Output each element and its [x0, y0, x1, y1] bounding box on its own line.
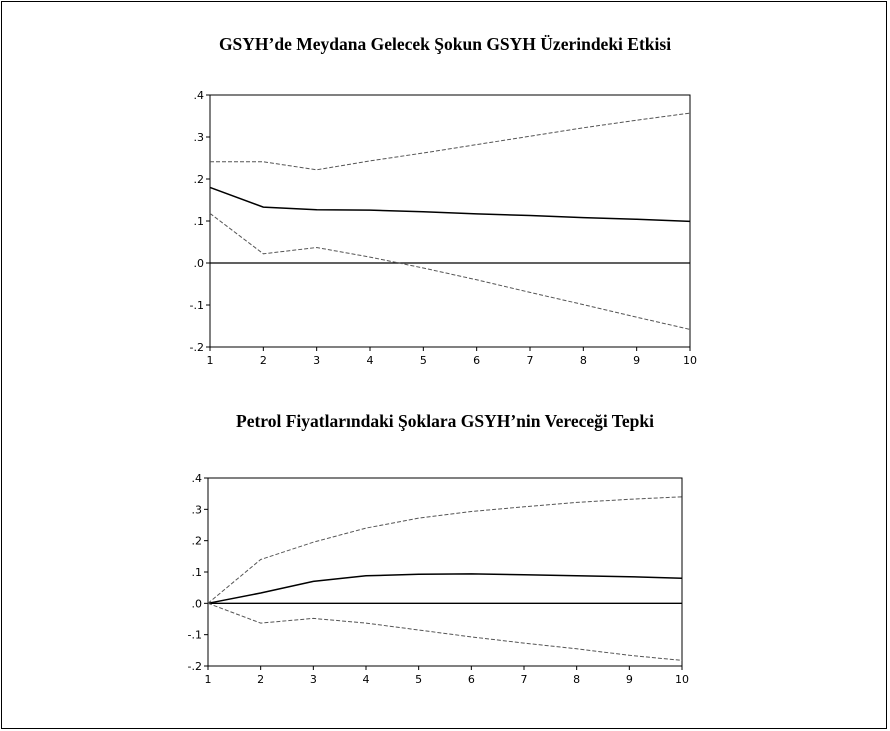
y-tick-label: .2	[194, 173, 205, 186]
x-tick-label: 8	[580, 354, 587, 367]
y-tick-label: -.1	[188, 629, 202, 642]
y-tick-label: .0	[194, 257, 205, 270]
upper-band-line	[210, 112, 691, 171]
x-tick-label: 1	[205, 673, 212, 686]
x-tick-label: 2	[260, 354, 267, 367]
y-tick-label: .1	[192, 566, 203, 579]
lower-band-line	[209, 213, 691, 330]
x-tick-label: 3	[310, 673, 317, 686]
y-tick-label: -.2	[188, 660, 202, 673]
x-tick-label: 5	[420, 354, 427, 367]
x-tick-label: 10	[675, 673, 689, 686]
x-tick-label: 1	[207, 354, 214, 367]
x-tick-label: 6	[468, 673, 475, 686]
y-tick-label: -.1	[190, 299, 204, 312]
x-tick-label: 3	[313, 354, 320, 367]
x-tick-label: 7	[527, 354, 534, 367]
y-tick-label: .3	[192, 503, 203, 516]
x-tick-label: 5	[415, 673, 422, 686]
y-tick-label: .2	[192, 535, 203, 548]
plot-area-frame	[207, 477, 683, 667]
x-tick-label: 7	[521, 673, 528, 686]
x-tick-label: 10	[683, 354, 697, 367]
upper-band-line	[207, 496, 683, 604]
x-tick-label: 8	[573, 673, 580, 686]
response-line	[209, 186, 691, 223]
y-tick-label: .1	[194, 215, 205, 228]
response-line	[207, 573, 683, 605]
y-tick-label: .0	[192, 597, 203, 610]
x-tick-label: 4	[363, 673, 370, 686]
chart-1-title: GSYH’de Meydana Gelecek Şokun GSYH Üzeri…	[218, 34, 672, 54]
x-tick-label: 2	[257, 673, 264, 686]
y-tick-label: .4	[194, 89, 205, 102]
y-tick-label: .4	[192, 472, 203, 485]
lower-band-line	[207, 602, 683, 661]
x-tick-label: 6	[473, 354, 480, 367]
y-tick-label: -.2	[190, 341, 204, 354]
x-tick-label: 9	[633, 354, 640, 367]
y-tick-label: .3	[194, 131, 205, 144]
x-tick-label: 9	[626, 673, 633, 686]
chart-2-title: Petrol Fiyatlarındaki Şoklara GSYH’nin V…	[236, 411, 654, 431]
x-tick-label: 4	[367, 354, 374, 367]
